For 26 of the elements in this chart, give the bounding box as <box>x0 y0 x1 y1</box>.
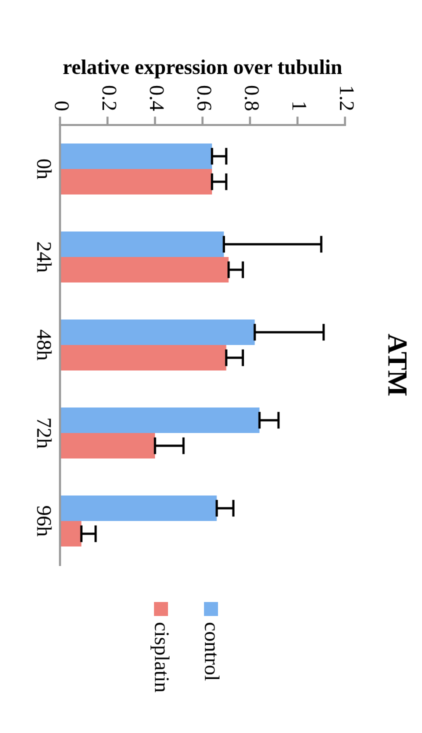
x-tick-label: 0.8 <box>244 86 259 110</box>
bar <box>60 495 217 521</box>
y-tick-label: 96h <box>37 506 52 536</box>
bar <box>60 521 82 547</box>
bar <box>60 143 212 169</box>
y-tick-label: 0h <box>37 159 52 180</box>
x-tick-label: 0.4 <box>150 86 164 111</box>
legend-label: control <box>204 622 220 681</box>
x-tick-label: 0 <box>54 101 69 110</box>
x-tick-label: 1 <box>292 102 306 110</box>
x-tick-label: 0.6 <box>197 86 212 110</box>
y-tick-label: 24h <box>37 242 52 272</box>
x-tick-label: 1.2 <box>340 86 354 110</box>
x-axis-title: relative expression over tubulin <box>63 60 342 78</box>
bar <box>60 257 229 283</box>
bar <box>60 319 255 345</box>
bar <box>60 407 260 433</box>
bar <box>60 433 155 459</box>
bar <box>60 169 212 195</box>
bar <box>60 345 226 371</box>
legend-label: cisplatin <box>150 622 170 692</box>
bar <box>60 231 224 257</box>
x-tick-label: 0.2 <box>102 86 116 110</box>
y-tick-label: 72h <box>37 418 52 448</box>
text: ATM <box>388 334 407 396</box>
y-tick-label: 48h <box>37 330 52 360</box>
